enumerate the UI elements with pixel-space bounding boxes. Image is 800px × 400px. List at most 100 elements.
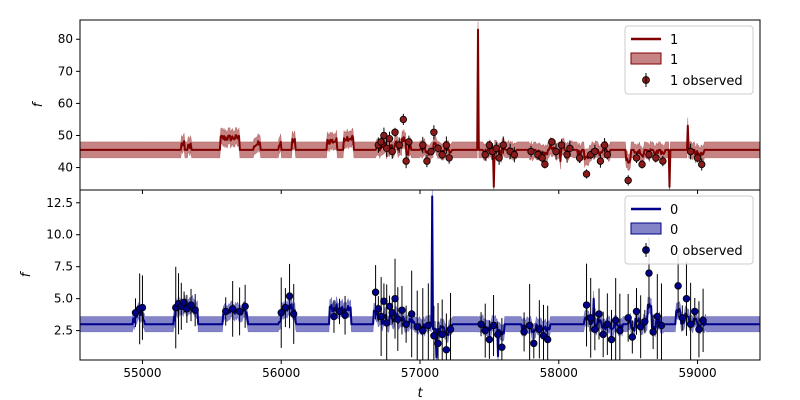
observed-point [241, 284, 249, 328]
observed-point [430, 125, 438, 140]
observed-marker [438, 151, 446, 159]
observed-marker [382, 144, 391, 153]
x-axis-label: t [417, 386, 423, 400]
y-tick-label: 50 [58, 128, 73, 142]
observed-marker [693, 154, 702, 162]
observed-marker [330, 312, 338, 321]
observed-marker [377, 312, 385, 321]
panel-top: 40 50 60 70 80 f 1 1 1 observed [31, 19, 761, 194]
observed-marker [407, 310, 416, 318]
observed-marker [548, 138, 556, 146]
observed-marker [535, 325, 544, 334]
observed-marker [434, 144, 442, 153]
observed-marker [691, 307, 699, 316]
observed-point [399, 113, 408, 125]
observed-point [636, 295, 645, 359]
observed-marker [628, 333, 637, 341]
observed-point [481, 148, 489, 161]
bottom-legend-label-observed: 0 observed [670, 244, 743, 259]
observed-point [485, 320, 494, 359]
observed-point [603, 293, 612, 356]
observed-marker [591, 325, 599, 334]
observed-marker [235, 307, 244, 316]
observed-point [525, 283, 534, 360]
observed-marker [371, 288, 380, 296]
observed-point [624, 175, 632, 186]
observed-point [499, 136, 507, 154]
observed-marker [557, 141, 566, 149]
observed-marker [427, 147, 435, 156]
observed-point [281, 288, 290, 328]
observed-marker [611, 316, 620, 325]
observed-marker [563, 151, 571, 159]
observed-point [674, 254, 682, 317]
observed-point [407, 270, 416, 358]
observed-marker [489, 321, 498, 330]
observed-marker [653, 312, 662, 321]
observed-point [477, 312, 485, 337]
observed-point [388, 144, 396, 159]
observed-marker [520, 328, 528, 336]
observed-point [600, 138, 609, 153]
y-tick-label: 70 [58, 64, 73, 78]
observed-point [290, 284, 298, 344]
observed-point [653, 274, 662, 359]
observed-marker [586, 314, 595, 322]
observed-marker [385, 302, 394, 311]
observed-marker [607, 335, 616, 344]
top-legend: 1 1 1 observed [624, 25, 754, 95]
observed-point [398, 285, 406, 335]
observed-marker [678, 314, 686, 322]
observed-marker [191, 306, 199, 314]
observed-marker [499, 141, 507, 149]
observed-point [388, 301, 396, 325]
observed-marker [430, 128, 438, 136]
observed-point [138, 275, 147, 340]
top-legend-label-observed: 1 observed [670, 74, 743, 89]
plot-area [80, 21, 760, 190]
observed-point [405, 135, 413, 149]
observed-point [616, 293, 624, 360]
y-tick-label: 12.5 [46, 196, 73, 210]
observed-point [557, 139, 566, 151]
observed-marker [603, 151, 612, 159]
observed-marker [290, 310, 298, 318]
observed-marker [419, 326, 427, 335]
panel-bottom: 2.5 5.0 7.5 10.0 12.5 55000 56000 57000 58000 590… [19, 189, 761, 400]
observed-point [659, 155, 667, 167]
observed-marker [424, 321, 433, 330]
observed-point [530, 328, 538, 359]
observed-marker [636, 323, 645, 331]
observed-point [563, 146, 571, 163]
observed-point [678, 305, 686, 331]
y-tick-label: 2.5 [54, 324, 73, 338]
observed-marker [442, 346, 451, 354]
observed-point [492, 142, 501, 155]
observed-point [582, 169, 591, 179]
observed-point [395, 137, 403, 153]
observed-marker [485, 335, 494, 344]
observed-marker [395, 141, 403, 149]
observed-marker [645, 269, 653, 277]
observed-point [591, 144, 599, 159]
observed-point [235, 287, 244, 336]
observed-point [652, 153, 660, 163]
observed-marker [657, 321, 666, 330]
observed-point [693, 153, 702, 163]
observed-marker [442, 141, 451, 149]
observed-point [391, 258, 399, 339]
y-tick-label: 80 [58, 32, 73, 46]
observed-point [427, 147, 435, 156]
observed-point [228, 281, 237, 337]
observed-point [394, 287, 402, 351]
observed-point [438, 150, 446, 160]
observed-point [335, 298, 344, 325]
bottom-plot-layer [80, 190, 760, 360]
observed-marker [575, 154, 584, 162]
observed-marker [377, 138, 385, 146]
observed-point [380, 283, 388, 320]
observed-marker [492, 144, 501, 153]
top-legend-label-band: 1 [670, 53, 678, 68]
observed-point [632, 152, 641, 164]
